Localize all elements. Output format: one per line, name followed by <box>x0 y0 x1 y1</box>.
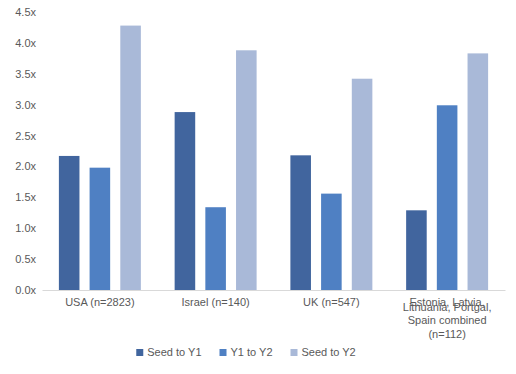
x-tick: UK (n=547) <box>303 296 360 308</box>
y-tick: 0.0x <box>15 284 42 296</box>
y-tick: 4.0x <box>15 37 42 49</box>
bar-series <box>90 105 458 290</box>
legend-swatch <box>220 349 227 356</box>
y-tick-label: 0.0x <box>15 284 36 296</box>
bar <box>406 210 427 290</box>
y-tick: 1.5x <box>15 191 42 203</box>
bar <box>205 207 226 290</box>
bar <box>120 26 141 290</box>
y-tick: 1.0x <box>15 222 42 234</box>
x-tick: Israel (n=140) <box>182 296 250 308</box>
x-tick-label: Estonia, Latvia,Lithuania, Portgal,Spain… <box>403 296 492 340</box>
x-axis: USA (n=2823) Israel (n=140) UK (n=547) Esto… <box>43 291 506 340</box>
y-tick-label: 4.0x <box>15 37 36 49</box>
x-tick-label: USA (n=2823) <box>65 296 134 308</box>
y-tick: 0.5x <box>15 253 42 265</box>
chart: 0.0x 0.5x 1.0x 1.5x 2.0x 2.5x 3.0x 3.5x 4.0x 4.5x… <box>0 0 516 374</box>
legend-swatch <box>136 349 143 356</box>
bar <box>290 155 311 290</box>
bar <box>352 79 373 290</box>
y-tick-label: 3.5x <box>15 68 36 80</box>
legend-item: Y1 to Y2 <box>220 346 273 358</box>
bar <box>468 53 489 290</box>
bar <box>236 50 257 290</box>
y-tick-label: 2.5x <box>15 130 36 142</box>
x-tick-label: Israel (n=140) <box>182 296 250 308</box>
y-tick-label: 0.5x <box>15 253 36 265</box>
x-tick: USA (n=2823) <box>65 296 134 308</box>
y-tick: 4.5x <box>15 6 42 18</box>
x-tick-label: UK (n=547) <box>303 296 360 308</box>
legend-swatch <box>291 349 298 356</box>
bar <box>321 194 342 290</box>
y-tick: 3.5x <box>15 68 42 80</box>
y-tick-label: 4.5x <box>15 6 36 18</box>
y-tick-label: 1.0x <box>15 222 36 234</box>
y-tick: 3.0x <box>15 99 42 111</box>
legend-label: Y1 to Y2 <box>231 346 273 358</box>
y-axis: 0.0x 0.5x 1.0x 1.5x 2.0x 2.5x 3.0x 3.5x 4.0x 4.5x <box>15 6 42 296</box>
y-tick-label: 2.0x <box>15 160 36 172</box>
bars <box>59 26 488 290</box>
bar <box>175 112 196 290</box>
x-axis-line <box>43 290 506 291</box>
y-tick-label: 1.5x <box>15 191 36 203</box>
bar <box>90 168 111 290</box>
bar <box>437 105 458 290</box>
legend-item: Seed to Y1 <box>136 346 201 358</box>
legend-label: Seed to Y2 <box>302 346 356 358</box>
legend-item: Seed to Y2 <box>291 346 356 358</box>
y-tick: 2.0x <box>15 160 42 172</box>
y-tick: 2.5x <box>15 130 42 142</box>
y-axis-line <box>42 13 43 291</box>
bar <box>59 156 80 290</box>
bar-series <box>120 26 488 290</box>
legend: Seed to Y1 Y1 to Y2 Seed to Y2 <box>136 346 355 358</box>
legend-label: Seed to Y1 <box>147 346 201 358</box>
x-tick: Estonia, Latvia,Lithuania, Portgal,Spain… <box>403 296 492 340</box>
plot: 0.0x 0.5x 1.0x 1.5x 2.0x 2.5x 3.0x 3.5x 4.0x 4.5x… <box>15 6 505 340</box>
y-tick-label: 3.0x <box>15 99 36 111</box>
